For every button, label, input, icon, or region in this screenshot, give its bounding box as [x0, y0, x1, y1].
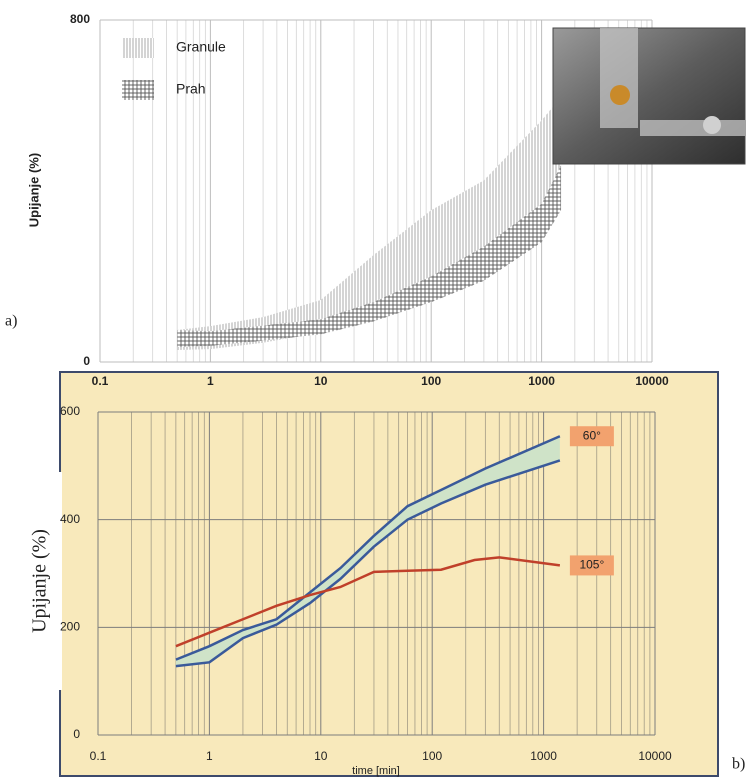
series-label-box: [569, 555, 614, 576]
x-axis-label: time [min]: [352, 765, 400, 777]
legend-label: Granule: [176, 39, 226, 55]
legend-swatch: [122, 80, 154, 100]
x-tick-label: 10: [314, 374, 328, 388]
y-tick-label: 200: [60, 620, 80, 634]
x-tick-label: 10000: [638, 749, 672, 763]
y-tick-label: 400: [60, 512, 80, 526]
y-tick-label: 800: [70, 12, 90, 26]
y-label-box: [20, 472, 62, 690]
inset-photo: [552, 27, 746, 165]
x-tick-label: 1000: [530, 749, 557, 763]
y-axis-label: Upijanje (%): [29, 529, 51, 633]
y-axis-label: Upijanje (%): [26, 153, 41, 227]
series-label-box: [569, 426, 614, 447]
line: [175, 556, 561, 648]
x-tick-label: 1000: [528, 374, 555, 388]
y-tick-label: 0: [83, 354, 90, 368]
band: [177, 96, 562, 351]
x-tick-label: 1: [207, 374, 214, 388]
series-label: 60°: [583, 428, 601, 442]
x-tick-label: 10000: [635, 374, 669, 388]
line: [175, 435, 561, 661]
x-tick-label: 1: [206, 749, 213, 763]
line: [175, 459, 561, 668]
panel-label: b): [732, 756, 745, 773]
legend-swatch: [122, 38, 154, 58]
x-tick-label: 100: [422, 749, 442, 763]
x-tick-label: 0.1: [92, 374, 109, 388]
x-tick-label: 10: [314, 749, 328, 763]
series-label: 105°: [579, 558, 604, 572]
y-tick-label: 0: [73, 727, 80, 741]
x-tick-label: 100: [421, 374, 441, 388]
y-tick-label: 600: [60, 404, 80, 418]
x-tick-label: 0.1: [90, 749, 107, 763]
panel-label: a): [5, 313, 17, 330]
panel-b-frame: [59, 371, 719, 777]
legend-label: Prah: [176, 81, 206, 97]
band: [177, 165, 562, 348]
